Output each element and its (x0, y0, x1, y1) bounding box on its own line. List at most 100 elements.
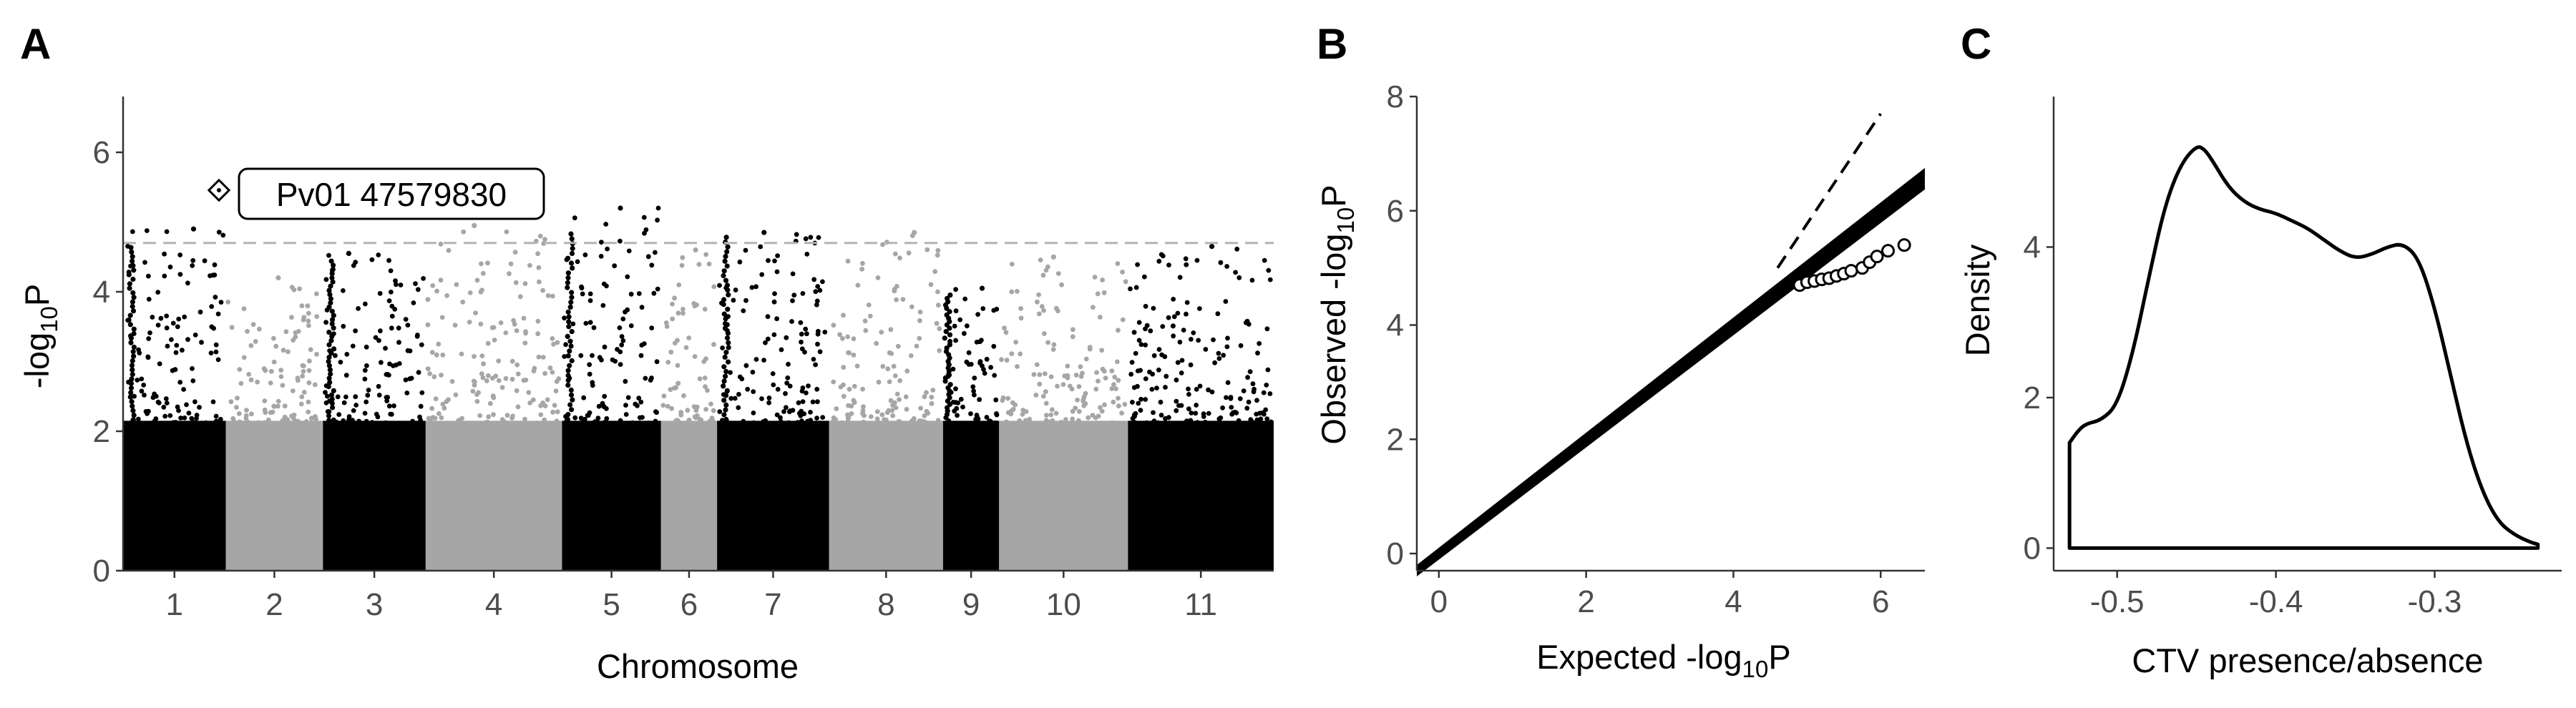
snp-point (615, 421, 620, 427)
snp-point (565, 285, 570, 290)
snp-point (492, 338, 497, 343)
snp-point (725, 287, 731, 293)
snp-point (262, 420, 268, 426)
snp-point (567, 304, 573, 310)
snp-point (1264, 383, 1269, 388)
snp-point (591, 325, 597, 330)
snp-point (190, 366, 195, 371)
snp-point (800, 385, 806, 390)
snp-point (289, 285, 295, 290)
snp-point (665, 403, 670, 409)
snp-point (1246, 399, 1252, 405)
snp-point (142, 393, 147, 398)
highlight-marker-dot (217, 188, 221, 192)
chromosome-block (425, 421, 562, 571)
snp-point (894, 391, 900, 397)
y-tick-label: 2 (93, 414, 110, 449)
snp-point (1166, 262, 1171, 267)
snp-point (1095, 291, 1101, 297)
snp-point (660, 403, 666, 408)
snp-point (1023, 418, 1028, 423)
snp-point (353, 260, 358, 265)
snp-point (213, 342, 219, 348)
snp-point (703, 384, 708, 389)
snp-point (781, 409, 786, 414)
snp-point (892, 251, 898, 257)
snp-point (1060, 421, 1065, 427)
snp-point (565, 255, 571, 261)
snp-point (363, 301, 368, 307)
snp-point (724, 388, 730, 393)
snp-point (880, 242, 885, 247)
snp-point (173, 350, 179, 355)
snp-point (441, 405, 447, 411)
snp-point (619, 334, 625, 339)
snp-point (1148, 328, 1153, 334)
snp-point (565, 275, 571, 281)
snp-point (753, 284, 758, 290)
snp-point (269, 421, 275, 427)
snp-point (1102, 368, 1107, 374)
snp-point (496, 358, 502, 364)
snp-point (499, 385, 505, 390)
x-tick-label: 10 (1046, 587, 1081, 622)
snp-point (253, 339, 258, 344)
snp-point (1181, 328, 1186, 333)
snp-point (487, 400, 493, 406)
snp-point (565, 421, 571, 427)
snp-point (897, 255, 902, 261)
snp-point (569, 236, 575, 242)
snp-point (1149, 387, 1155, 392)
snp-point (350, 418, 355, 423)
snp-point (392, 307, 398, 312)
snp-point (241, 355, 247, 360)
snp-point (283, 420, 288, 426)
snp-point (694, 302, 699, 308)
snp-point (1163, 385, 1168, 390)
snp-point (1065, 373, 1070, 378)
snp-point (1050, 254, 1056, 260)
snp-point (637, 415, 643, 421)
snp-point (889, 351, 894, 356)
snp-point (583, 320, 589, 326)
snp-point (867, 313, 873, 319)
snp-point (396, 421, 402, 427)
snp-point (484, 378, 489, 383)
snp-point (874, 340, 879, 346)
snp-point (512, 321, 517, 327)
snp-point (241, 306, 247, 312)
snp-point (1224, 395, 1229, 400)
snp-point (1043, 418, 1049, 423)
snp-point (228, 399, 234, 405)
snp-point (562, 315, 567, 321)
snp-point (723, 235, 729, 240)
snp-point (278, 374, 284, 379)
snp-point (329, 396, 335, 402)
x-ticks: 0 2 4 6 (1430, 571, 1890, 619)
snp-point (1098, 315, 1103, 320)
snp-point (720, 345, 725, 350)
snp-point (681, 421, 687, 427)
snp-point (314, 291, 319, 297)
snp-point (265, 417, 271, 423)
chromosome-block (717, 421, 829, 571)
snp-point (1264, 416, 1270, 421)
snp-point (619, 343, 625, 348)
snp-point (1100, 277, 1105, 282)
snp-point (1023, 409, 1029, 414)
snp-point (732, 395, 738, 401)
snp-point (550, 336, 555, 341)
snp-point (783, 390, 788, 396)
snp-point (301, 390, 307, 395)
snp-point (874, 409, 880, 414)
snp-point (162, 251, 167, 257)
y-tick-label: 2 (1387, 422, 1404, 457)
snp-point (311, 421, 316, 426)
snp-point (199, 340, 204, 345)
snp-point (388, 268, 394, 273)
snp-point (476, 390, 481, 395)
snp-point (1020, 412, 1025, 417)
snp-point (702, 375, 708, 380)
snp-point (326, 384, 331, 390)
snp-point (565, 333, 570, 339)
